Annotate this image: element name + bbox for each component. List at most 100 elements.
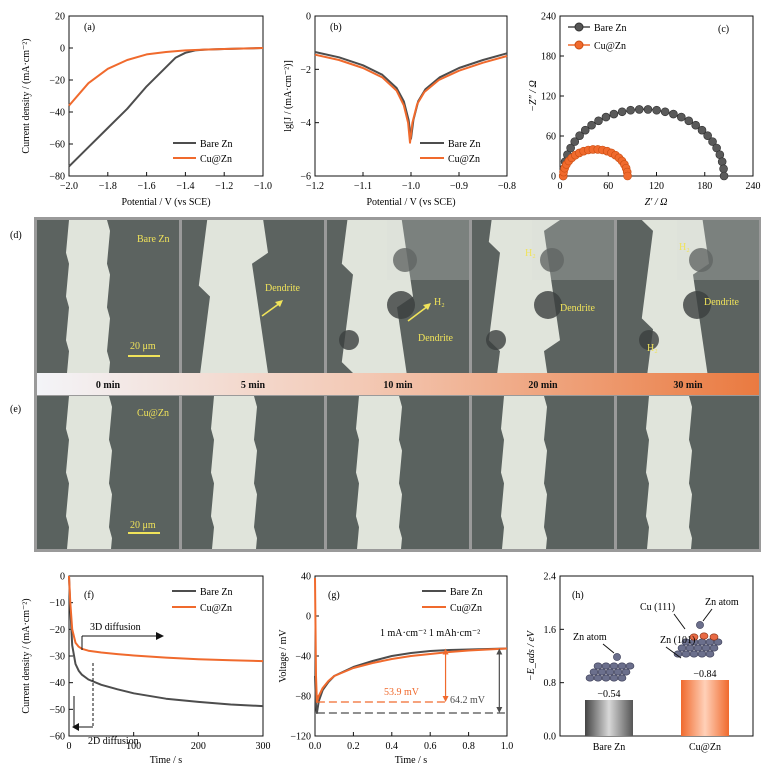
y-tick-label: −60 — [49, 140, 65, 151]
x-tick-label: 200 — [191, 741, 206, 752]
annotation-zn-atom-cu: Zn atom — [705, 597, 739, 608]
point-bare — [601, 112, 611, 122]
zn-atom — [709, 644, 719, 652]
y-tick-label: −40 — [49, 678, 65, 689]
x-tick-label: 0.6 — [424, 741, 437, 752]
category-label: Bare Zn — [593, 742, 626, 753]
panel-b-ticks: −1.2 −1.1 −1.0 −0.9 −0.8 0 −2 −4 −6 — [300, 12, 516, 193]
x-tick-label: −1.6 — [138, 181, 156, 192]
bubble-haze — [532, 220, 614, 280]
y-tick-label: 120 — [541, 92, 556, 103]
y-tick-label: 0 — [306, 612, 311, 623]
dendrite-blob — [689, 248, 713, 272]
dendrite-blob — [540, 248, 564, 272]
y-tick-label: 0.0 — [544, 732, 557, 743]
y-tick-label: 240 — [541, 12, 556, 23]
panel-h-bars: −0.54 Bare Zn −0.84 Cu@Zn — [585, 669, 729, 753]
micrograph-tiles — [37, 220, 759, 549]
zn-atom — [697, 650, 707, 658]
x-tick-label: −1.4 — [176, 181, 194, 192]
point-bare — [691, 120, 700, 130]
zn-atom — [625, 662, 635, 670]
point-bare — [643, 105, 653, 114]
arrow-cu-111 — [673, 613, 686, 630]
series-cu-line — [68, 47, 264, 107]
panel-c-ticks: 0 60 120 180 240 0 60 120 180 240 — [541, 12, 761, 193]
panel-f-xlabel: Time / s — [150, 755, 183, 766]
label-h2-20min: H₂ — [525, 248, 536, 259]
annotation-3d-diffusion: 3D diffusion — [90, 622, 141, 633]
panel-b-frame — [314, 15, 508, 177]
dendrite-blob — [393, 248, 417, 272]
panel-h: (h) 0.0 0.8 1.6 2.4 −E_ads / eV −0.54 Bare Z… — [526, 572, 754, 753]
panel-a-frame — [68, 15, 264, 177]
panel-a-xlabel: Potential / V (vs SCE) — [121, 197, 210, 208]
x-tick-label: 120 — [649, 181, 664, 192]
panel-c-label: (c) — [718, 24, 729, 35]
panel-g-series — [314, 577, 508, 714]
x-tick-label: 0.4 — [386, 741, 399, 752]
timeline-label: 5 min — [241, 380, 266, 391]
point-bare — [697, 125, 707, 135]
zn-atom — [701, 644, 711, 652]
label-h2-30min-bottom: H₂ — [647, 343, 658, 354]
annotation-2d-diffusion: 2D diffusion — [88, 736, 139, 747]
adsorbed-zn-atom-cu — [696, 621, 704, 629]
panel-h-annotations: Zn atom Cu (111) Zn atom Zn (101) — [573, 597, 739, 659]
micrograph-labels-e: Cu@Zn 20 μm — [128, 408, 169, 534]
point-bare — [652, 105, 661, 115]
y-tick-label: 0 — [60, 572, 65, 583]
panel-g-label: (g) — [328, 590, 340, 601]
y-tick-label: −60 — [49, 732, 65, 743]
panel-c-ylabel: −Z″ / Ω — [528, 80, 539, 111]
timeline-bar — [37, 373, 759, 395]
zn-strip — [66, 220, 110, 373]
panel-f-label: (f) — [84, 590, 94, 601]
zn-atom — [609, 674, 619, 682]
zn-atom — [593, 674, 603, 682]
panel-g-ticks: 0.0 0.2 0.4 0.6 0.8 1.0 40 0 −40 −80 −120 — [290, 572, 513, 753]
y-tick-label: −40 — [295, 652, 311, 663]
panel-g: (g) 0.0 0.2 0.4 0.6 0.8 1.0 40 0 −40 −80 −120 Time… — [278, 572, 513, 767]
annotation-zn-atom-bare: Zn atom — [573, 632, 607, 643]
sample-label-cu: Cu@Zn — [137, 408, 169, 419]
panel-h-ylabel: −E_ads / eV — [526, 629, 537, 681]
x-tick-label: 100 — [126, 741, 141, 752]
panel-c: (c) 0 60 120 180 240 0 60 120 180 240 Z′ / Ω −Z″ … — [528, 12, 761, 209]
point-bare — [570, 137, 580, 146]
x-tick-label: 240 — [746, 181, 761, 192]
panel-g-annotations: 53.9 mV 64.2 mV — [316, 648, 507, 714]
zn-strip — [646, 396, 692, 549]
series-cu-line — [314, 53, 508, 144]
bubble-haze — [677, 220, 759, 280]
legend-label-cu: Cu@Zn — [448, 154, 480, 165]
panel-b: (b) −1.2 −1.1 −1.0 −0.9 −0.8 0 −2 −4 −6 Potentia… — [283, 12, 516, 209]
point-bare — [660, 107, 670, 117]
y-tick-label: 0 — [306, 12, 311, 23]
x-tick-label: 1.0 — [501, 741, 514, 752]
zn-atom — [593, 662, 603, 670]
dendrite-blob — [387, 291, 415, 319]
series-cu-line — [314, 577, 508, 703]
y-tick-label: −6 — [300, 172, 311, 183]
point-cu — [623, 171, 632, 181]
panel-c-legend: Bare Zn Cu@Zn — [568, 22, 627, 52]
x-tick-label: −2.0 — [60, 181, 78, 192]
bar-bare — [585, 700, 633, 736]
point-bare — [669, 109, 678, 119]
panel-h-ticks: 0.0 0.8 1.6 2.4 — [544, 572, 564, 743]
point-bare — [719, 164, 728, 174]
legend-label-cu: Cu@Zn — [200, 154, 232, 165]
y-tick-label: 1.6 — [544, 625, 557, 636]
arrowhead-h2-10min — [423, 303, 431, 310]
panel-b-ylabel: lg[J / (mA·cm⁻²)] — [283, 60, 294, 132]
point-bare — [587, 120, 596, 130]
x-tick-label: 300 — [256, 741, 271, 752]
adsorbed-zn-atom-bare — [613, 653, 621, 661]
x-tick-label: −1.0 — [402, 181, 420, 192]
point-bare — [575, 131, 584, 140]
scalebar-d-label: 20 μm — [130, 341, 156, 352]
zn-atom — [589, 668, 599, 676]
y-tick-label: −2 — [300, 65, 311, 76]
cu-atom — [709, 633, 719, 641]
